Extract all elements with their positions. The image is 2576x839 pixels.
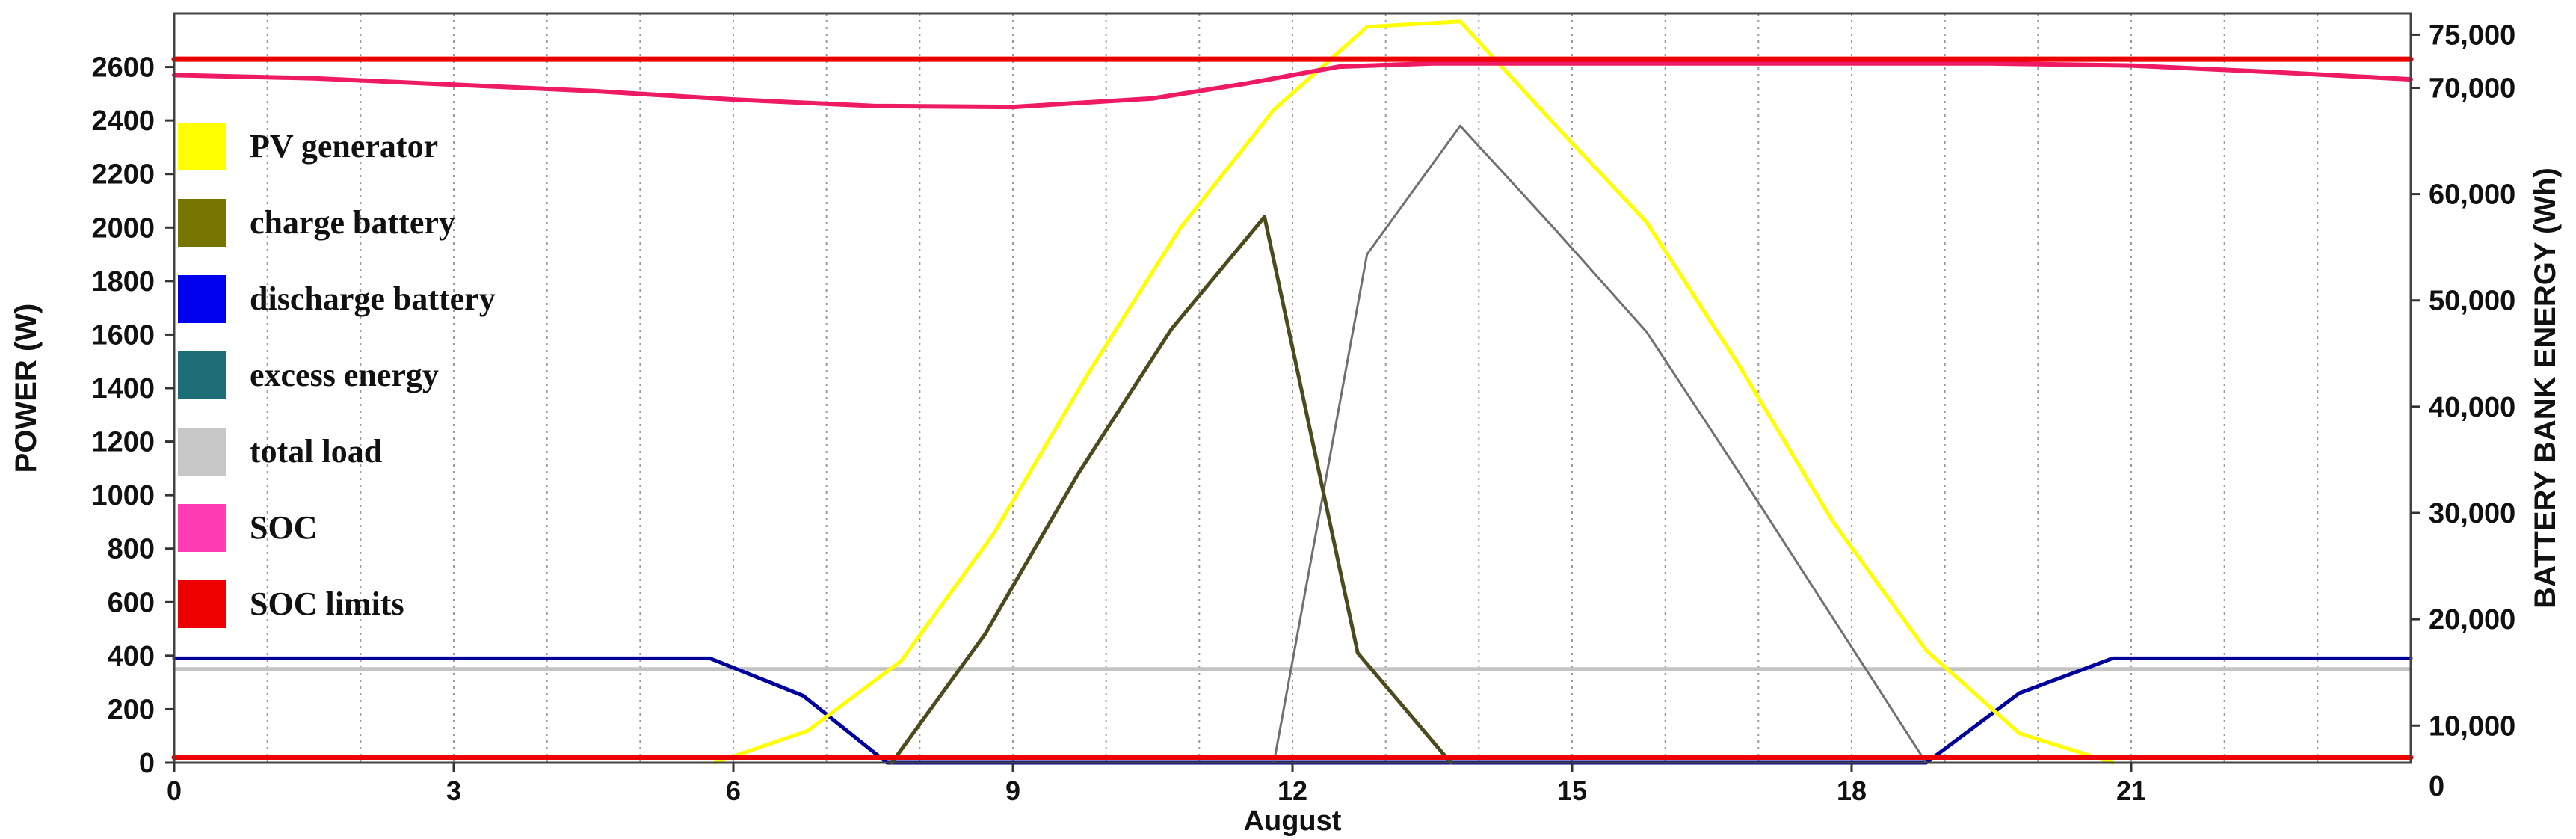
y-right-tick-label: 40,000 bbox=[2429, 392, 2515, 423]
y-left-tick-label: 1600 bbox=[91, 319, 155, 351]
y-left-tick-label: 2000 bbox=[91, 212, 155, 244]
legend-swatch-charge-battery bbox=[178, 199, 226, 247]
plot-area bbox=[174, 13, 2411, 763]
series-charge-battery-line bbox=[890, 215, 1453, 765]
legend-swatch-soc-limits bbox=[178, 580, 226, 628]
series-pv-generator-line bbox=[712, 19, 2115, 765]
x-tick-label: 15 bbox=[1557, 775, 1587, 806]
x-tick-label: 6 bbox=[726, 775, 741, 806]
legend-swatch-excess-energy bbox=[178, 351, 226, 399]
y-right-axis-title: BATTERY BANK ENERGY (Wh) bbox=[2529, 168, 2562, 609]
legend-swatch-total-load bbox=[178, 428, 226, 476]
x-tick-label: 12 bbox=[1278, 775, 1307, 806]
legend-swatch-discharge-battery bbox=[178, 275, 226, 323]
x-tick-label: 3 bbox=[446, 775, 461, 806]
y-left-tick-label: 800 bbox=[108, 534, 155, 565]
y-left-tick-label: 1400 bbox=[91, 373, 155, 405]
legend-swatch-pv-generator bbox=[178, 123, 226, 170]
legend-label-charge-battery: charge battery bbox=[250, 204, 455, 241]
series-soc-line bbox=[172, 61, 2413, 110]
legend-label-discharge-battery: discharge battery bbox=[250, 280, 496, 317]
y-right-tick-label: 30,000 bbox=[2429, 498, 2515, 529]
x-tick-label: 21 bbox=[2116, 775, 2146, 806]
y-right-tick-label: 50,000 bbox=[2429, 286, 2515, 317]
y-left-tick-label: 1800 bbox=[91, 266, 155, 298]
y-left-tick-label: 1200 bbox=[91, 427, 155, 458]
legend-swatch-soc bbox=[178, 504, 226, 552]
y-left-tick-label: 200 bbox=[108, 694, 155, 725]
y-left-tick-label: 2400 bbox=[91, 105, 155, 137]
y-right-tick-label: 20,000 bbox=[2429, 604, 2515, 636]
y-right-tick-label-zero: 0 bbox=[2429, 771, 2444, 802]
x-tick-label: 0 bbox=[167, 775, 182, 806]
y-right-tick-label: 10,000 bbox=[2429, 710, 2515, 742]
x-tick-label: 9 bbox=[1005, 775, 1020, 806]
series-total-load-secondary-line bbox=[1272, 124, 1928, 764]
y-right-tick-label: 70,000 bbox=[2429, 73, 2515, 104]
y-left-tick-label: 2200 bbox=[91, 159, 155, 191]
x-axis-title: August bbox=[1244, 805, 1342, 837]
y-right-tick-label: 60,000 bbox=[2429, 179, 2515, 211]
y-left-tick-label: 0 bbox=[139, 748, 155, 779]
y-left-tick-label: 600 bbox=[108, 587, 155, 618]
y-left-tick-label: 2600 bbox=[91, 52, 155, 84]
legend-label-excess-energy: excess energy bbox=[250, 357, 439, 393]
legend: PV generator charge battery discharge batt… bbox=[178, 123, 496, 628]
legend-label-total-load: total load bbox=[250, 433, 382, 470]
legend-label-pv-generator: PV generator bbox=[250, 128, 438, 165]
legend-label-soc: SOC bbox=[250, 509, 317, 546]
y-right-tick-label: 75,000 bbox=[2429, 19, 2515, 51]
y-left-axis-title: POWER (W) bbox=[10, 304, 43, 473]
y-left-tick-label: 1000 bbox=[91, 480, 155, 511]
y-left-tick-label: 400 bbox=[108, 641, 155, 672]
x-tick-label: 18 bbox=[1837, 775, 1867, 806]
legend-label-soc-limits: SOC limits bbox=[250, 586, 404, 622]
